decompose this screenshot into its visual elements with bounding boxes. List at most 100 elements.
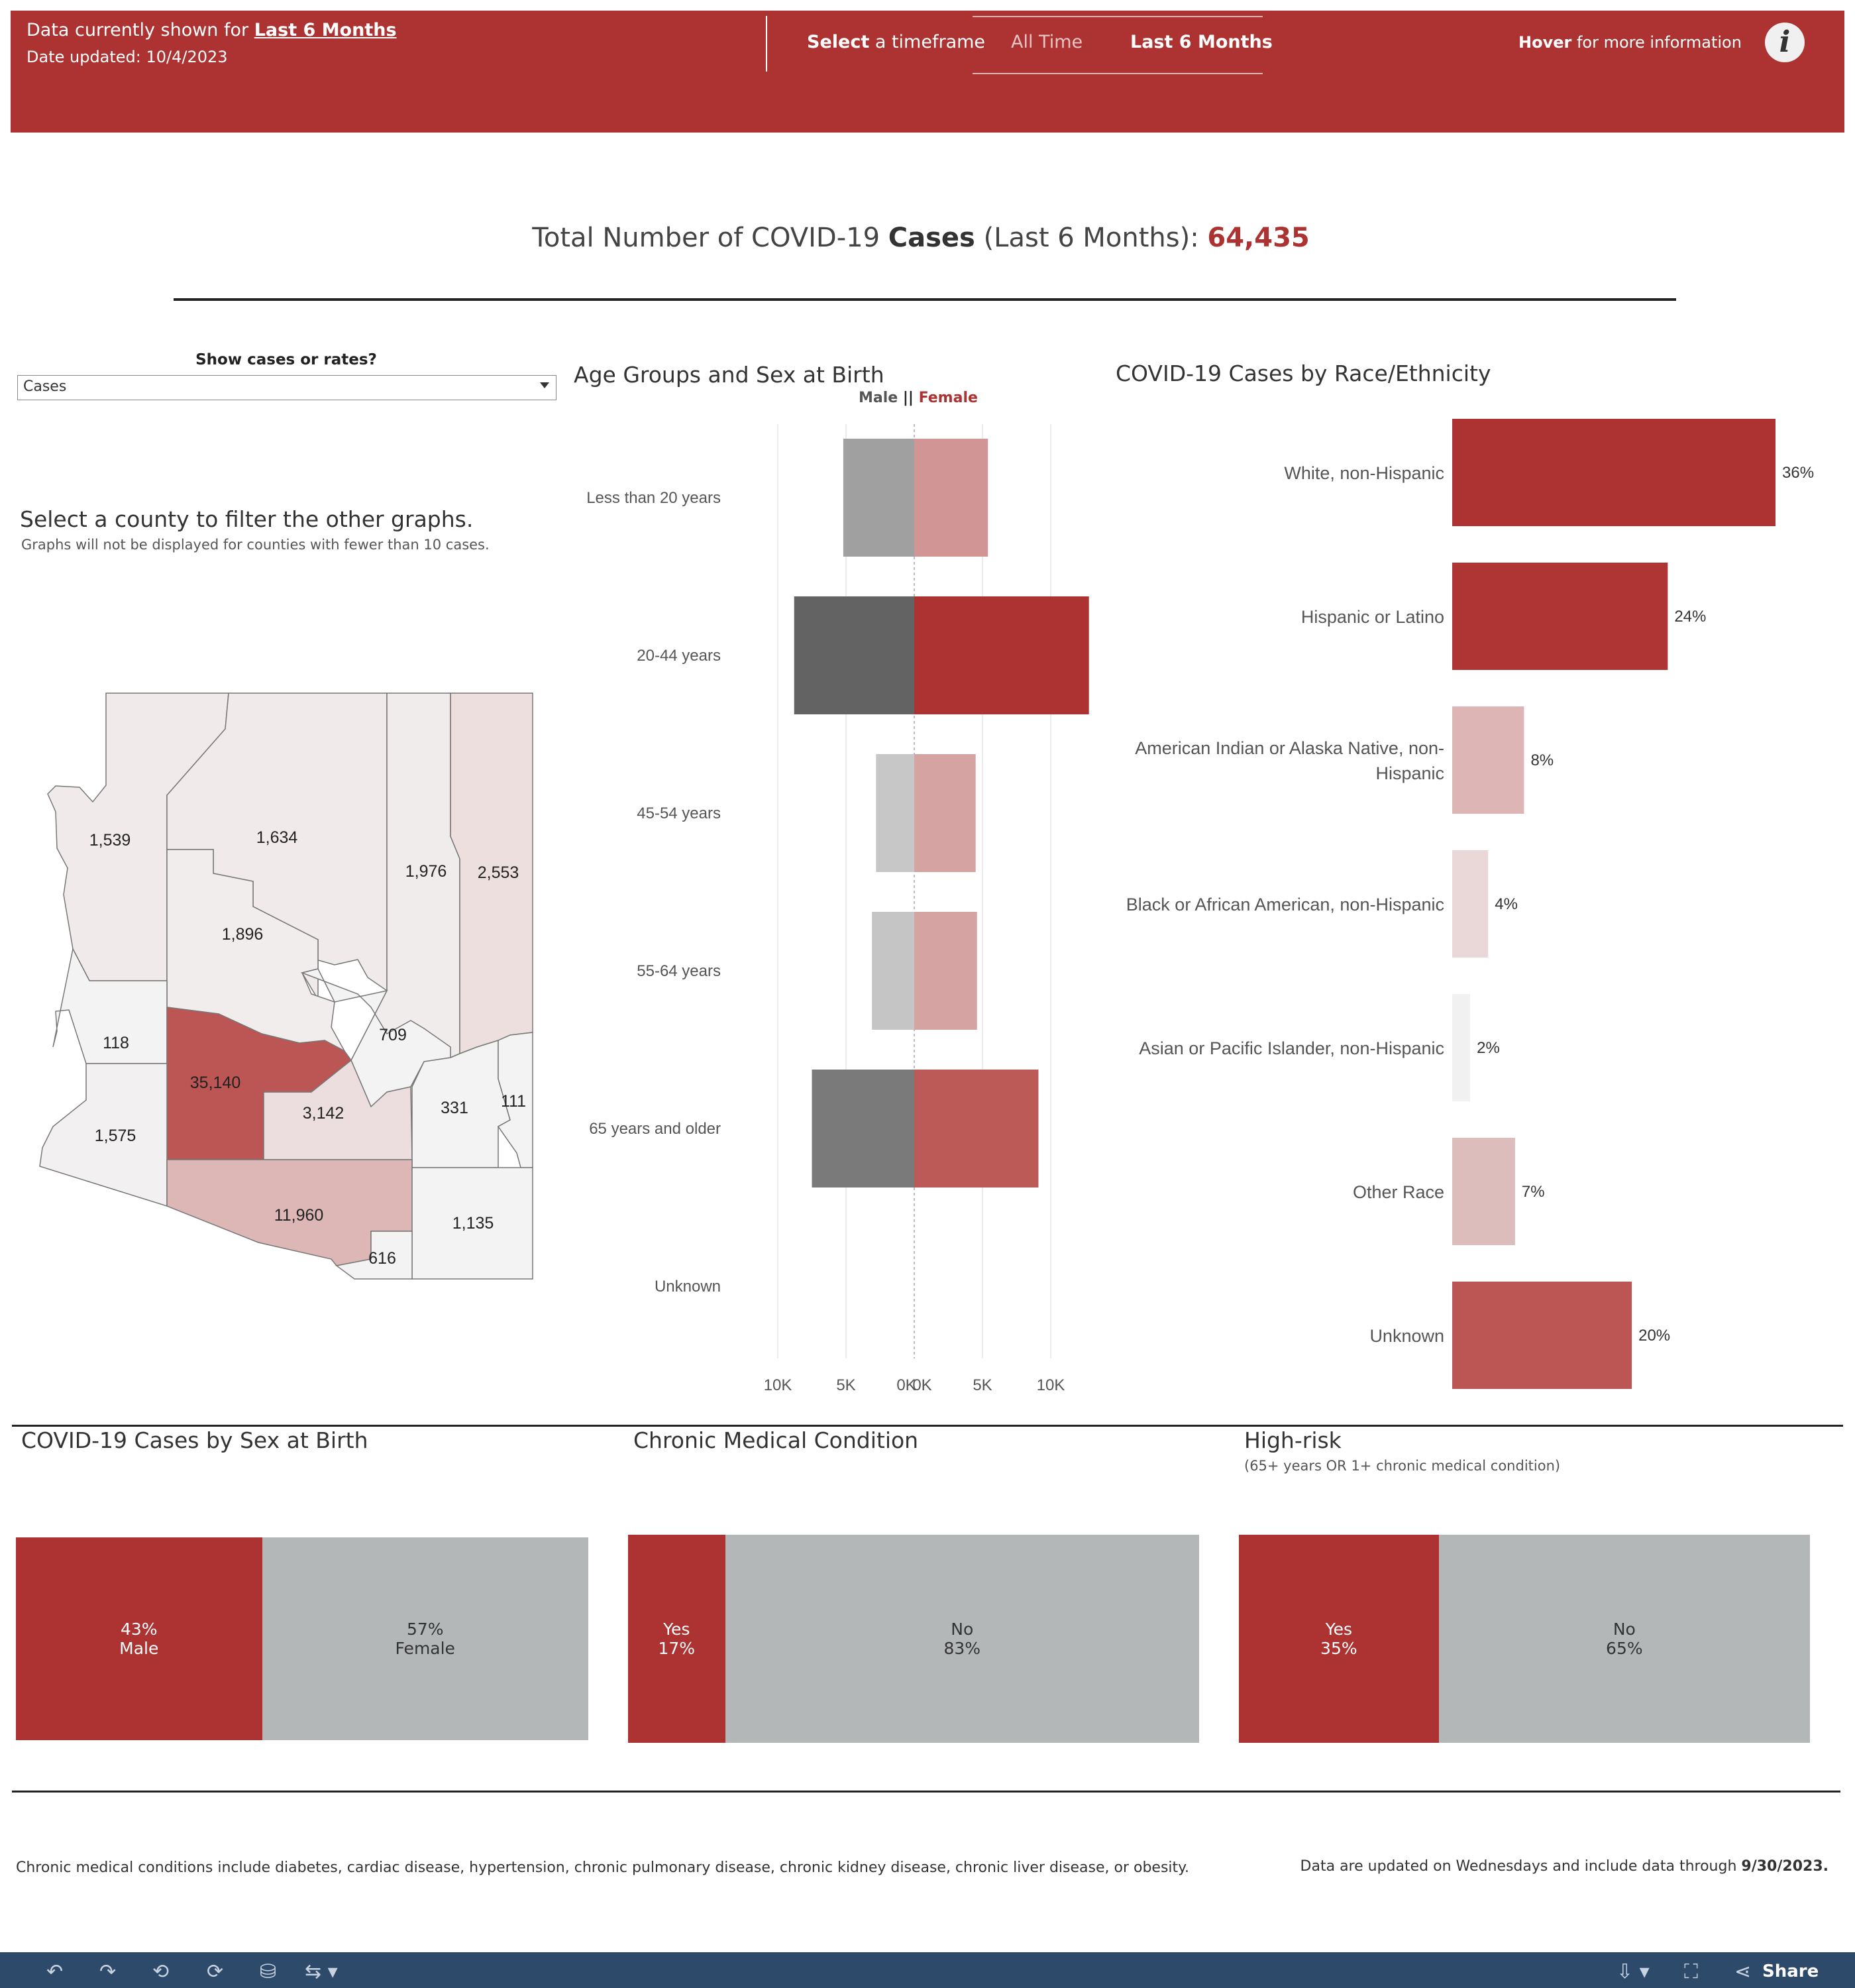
county-value-label: 1,135 (452, 1214, 494, 1233)
datasource-icon[interactable]: ⛁ (260, 1960, 277, 1983)
info-icon[interactable]: i (1765, 23, 1805, 62)
county-value-label: 331 (441, 1099, 468, 1117)
chronic-yes-label: Yes (663, 1620, 690, 1639)
highrisk-no-label: No (1613, 1620, 1636, 1639)
section-rule (12, 1425, 1843, 1427)
age-category-label: 20-44 years (637, 647, 721, 665)
hover-info-text: Hover for more information (1518, 33, 1742, 52)
race-bar[interactable] (1452, 1282, 1632, 1389)
map-title: Select a county to filter the other grap… (20, 506, 474, 532)
county-value-label: 11,960 (274, 1206, 324, 1225)
age-x-tick: 10K (1037, 1376, 1065, 1394)
county-santa-cruz[interactable] (335, 1231, 413, 1280)
county-map: 1,539 1,634 1,976 2,553 1,896 118 709 35… (39, 692, 533, 1280)
refresh-icon[interactable]: ⟳ (207, 1960, 224, 1983)
sex-female-segment[interactable]: 57% Female (262, 1537, 588, 1740)
race-value-label: 2% (1477, 1039, 1500, 1057)
highrisk-no-pct: 65% (1606, 1639, 1643, 1658)
race-bar[interactable] (1452, 419, 1776, 526)
county-value-label: 1,976 (405, 862, 447, 881)
male-bar[interactable] (876, 754, 914, 872)
sex-male-segment[interactable]: 43% Male (16, 1537, 262, 1740)
female-bar[interactable] (914, 1070, 1039, 1187)
total-cases-title: Total Number of COVID-19 Cases (Last 6 M… (532, 223, 1310, 253)
highrisk-yes-pct: 35% (1320, 1639, 1357, 1658)
tab-all-time[interactable]: All Time (1011, 32, 1083, 52)
total-cases-value: 64,435 (1207, 223, 1310, 253)
female-bar[interactable] (914, 754, 976, 872)
highrisk-yes-label: Yes (1325, 1620, 1353, 1639)
revert-icon[interactable]: ⟲ (152, 1960, 170, 1983)
redo-icon[interactable]: ↷ (99, 1960, 117, 1983)
chronic-no-segment[interactable]: No 83% (725, 1535, 1199, 1743)
race-category-label: Black or African American, non-Hispanic (1126, 895, 1444, 914)
race-category-label: Asian or Pacific Islander, non-Hispanic (1139, 1038, 1444, 1058)
pause-icon[interactable]: ⇆ ▾ (305, 1960, 338, 1983)
female-bar[interactable] (914, 439, 988, 557)
race-category-label: American Indian or Alaska Native, non- (1135, 738, 1444, 758)
cases-rates-select[interactable]: Cases (17, 375, 556, 400)
fullscreen-icon[interactable]: ⛶ (1684, 1960, 1698, 1983)
county-la-paz[interactable] (52, 947, 168, 1064)
highrisk-yes-segment[interactable]: Yes 35% (1239, 1535, 1439, 1743)
date-updated: Date updated: 10/4/2023 (26, 48, 228, 66)
race-category-label: Unknown (1369, 1326, 1444, 1346)
county-value-label: 616 (368, 1249, 396, 1268)
male-bar[interactable] (843, 439, 914, 557)
age-x-tick: 5K (836, 1376, 855, 1394)
age-category-label: 65 years and older (589, 1120, 721, 1138)
download-icon[interactable]: ⇩ ▾ (1616, 1960, 1650, 1983)
cases-rates-value: Cases (23, 378, 67, 395)
highrisk-no-segment[interactable]: No 65% (1438, 1535, 1810, 1743)
race-category-label: Hispanic (1375, 763, 1444, 783)
undo-icon[interactable]: ↶ (46, 1960, 64, 1983)
footer-note: Chronic medical conditions include diabe… (16, 1859, 1190, 1876)
county-value-label: 1,575 (95, 1127, 136, 1145)
shown-for-value[interactable]: Last 6 Months (254, 20, 397, 40)
male-bar[interactable] (812, 1070, 915, 1187)
age-x-tick: 0K (912, 1376, 931, 1394)
county-value-label: 1,896 (222, 925, 264, 944)
race-bar[interactable] (1452, 1138, 1515, 1245)
male-bar[interactable] (794, 596, 914, 714)
county-value-label: 2,553 (478, 863, 519, 882)
county-value-label: 118 (103, 1034, 129, 1052)
age-category-label: Unknown (655, 1278, 721, 1296)
female-bar[interactable] (914, 912, 977, 1030)
age-sex-chart: Less than 20 years 20-44 years 45-54 years… (586, 424, 1089, 1394)
age-category-label: Less than 20 years (586, 489, 721, 507)
map-subtitle: Graphs will not be displayed for countie… (21, 537, 490, 553)
sex-female-label: Female (395, 1639, 455, 1658)
age-sex-legend: Male || Female (859, 390, 978, 406)
age-category-label: 45-54 years (637, 804, 721, 822)
sex-stacked-bar: 43% Male 57% Female (16, 1537, 588, 1740)
cases-rates-label: Show cases or rates? (195, 351, 377, 368)
chronic-yes-segment[interactable]: Yes 17% (628, 1535, 725, 1743)
county-value-label: 709 (379, 1026, 407, 1044)
race-bar[interactable] (1452, 706, 1524, 814)
age-x-tick: 0K (896, 1376, 916, 1394)
female-bar[interactable] (914, 596, 1089, 714)
legend-female: Female (918, 390, 978, 406)
age-sex-title: Age Groups and Sex at Birth (574, 362, 884, 388)
county-yuma[interactable] (39, 1063, 168, 1207)
sex-female-pct: 57% (406, 1620, 444, 1639)
county-value-label: 3,142 (303, 1104, 344, 1123)
share-icon[interactable]: ⋖ (1734, 1960, 1752, 1983)
age-x-tick: 10K (764, 1376, 792, 1394)
race-bar[interactable] (1452, 994, 1471, 1101)
county-greenlee[interactable] (497, 1032, 533, 1168)
race-category-label: Other Race (1353, 1182, 1444, 1202)
race-bar[interactable] (1452, 563, 1668, 670)
male-bar[interactable] (872, 912, 914, 1030)
select-timeframe-label: Select a timeframe (807, 32, 986, 52)
chronic-yes-pct: 17% (658, 1639, 696, 1658)
header-divider (766, 16, 767, 72)
share-button[interactable]: Share (1762, 1961, 1819, 1981)
race-bar[interactable] (1452, 850, 1489, 958)
sex-male-label: Male (119, 1639, 159, 1658)
highrisk-stacked-bar: Yes 35% No 65% (1239, 1535, 1810, 1743)
highrisk-subtitle: (65+ years OR 1+ chronic medical conditi… (1244, 1458, 1561, 1474)
timeframe-tabs (973, 16, 1263, 74)
tab-last-6-months[interactable]: Last 6 Months (1130, 32, 1273, 52)
